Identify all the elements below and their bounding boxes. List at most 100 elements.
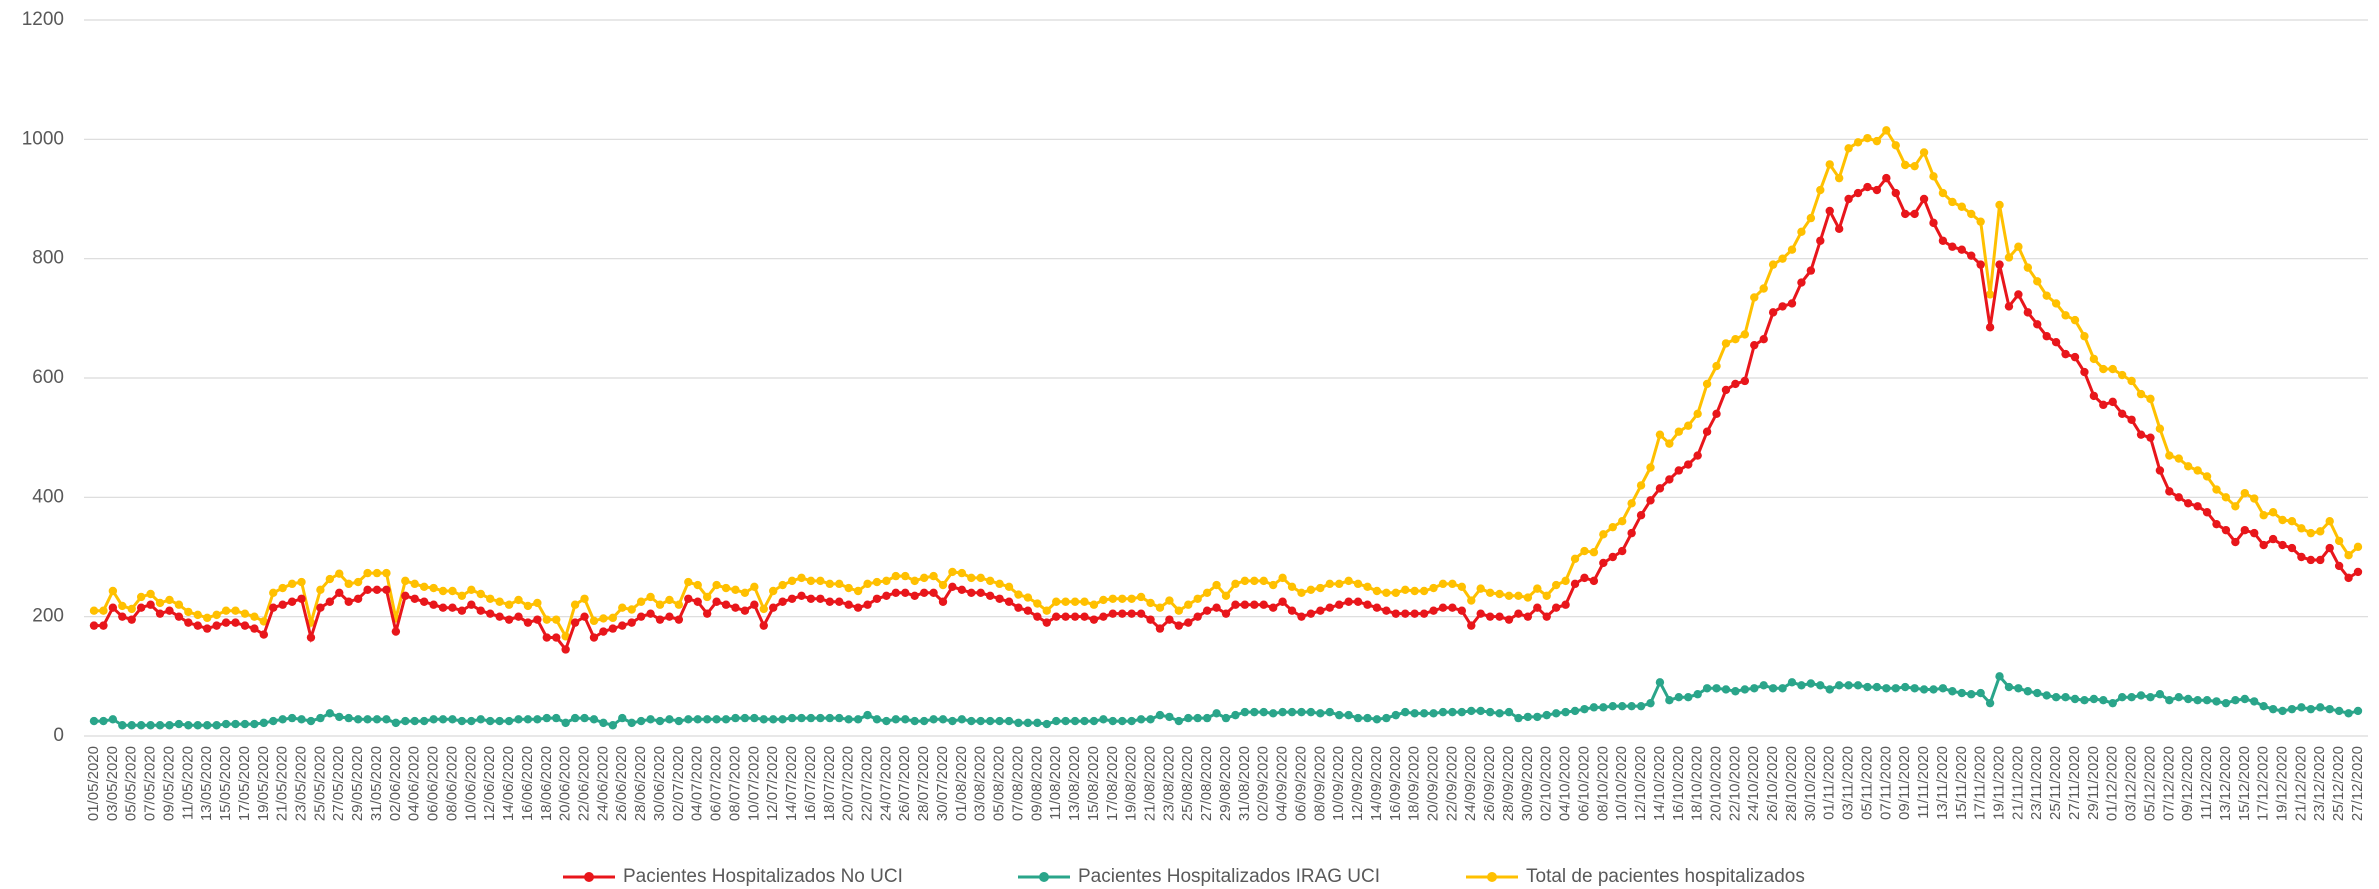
point: [628, 618, 636, 626]
point: [656, 717, 664, 725]
point: [807, 595, 815, 603]
point: [1477, 584, 1485, 592]
point: [467, 586, 475, 594]
point: [2316, 527, 2324, 535]
point: [1401, 586, 1409, 594]
point: [269, 589, 277, 597]
point: [2071, 316, 2079, 324]
point: [1590, 703, 1598, 711]
point: [1118, 595, 1126, 603]
point: [1354, 598, 1362, 606]
point: [694, 715, 702, 723]
point: [1854, 681, 1862, 689]
x-tick-label: 05/11/2020: [1858, 746, 1875, 820]
x-tick-label: 21/12/2020: [2292, 746, 2309, 821]
point: [892, 589, 900, 597]
x-tick-label: 03/12/2020: [2123, 746, 2140, 821]
point: [2080, 332, 2088, 340]
point: [2024, 308, 2032, 316]
point: [194, 611, 202, 619]
point: [1344, 577, 1352, 585]
point: [769, 715, 777, 723]
point: [1146, 599, 1154, 607]
point: [448, 604, 456, 612]
point: [1005, 598, 1013, 606]
point: [137, 593, 145, 601]
point: [411, 580, 419, 588]
y-tick-label: 1200: [22, 9, 64, 30]
point: [2250, 494, 2258, 502]
point: [1429, 709, 1437, 717]
point: [90, 717, 98, 725]
point: [448, 715, 456, 723]
point: [1863, 683, 1871, 691]
x-tick-label: 24/07/2020: [877, 746, 894, 821]
point: [2203, 472, 2211, 480]
point: [448, 587, 456, 595]
point: [911, 717, 919, 725]
point: [118, 721, 126, 729]
point: [1260, 601, 1268, 609]
point: [1552, 709, 1560, 717]
point: [1807, 266, 1815, 274]
point: [1693, 451, 1701, 459]
point: [514, 596, 522, 604]
point: [1967, 690, 1975, 698]
point: [1844, 144, 1852, 152]
x-tick-label: 02/09/2020: [1255, 746, 1272, 821]
point: [901, 715, 909, 723]
x-tick-label: 04/09/2020: [1274, 746, 1291, 821]
point: [1467, 621, 1475, 629]
point: [316, 714, 324, 722]
point: [844, 584, 852, 592]
point: [1439, 604, 1447, 612]
point: [2090, 695, 2098, 703]
point: [1024, 607, 1032, 615]
point: [977, 717, 985, 725]
point: [2052, 299, 2060, 307]
point: [637, 612, 645, 620]
point: [1561, 601, 1569, 609]
point: [543, 633, 551, 641]
point: [1354, 714, 1362, 722]
point: [1392, 609, 1400, 617]
point: [1156, 624, 1164, 632]
point: [1844, 681, 1852, 689]
point: [278, 584, 286, 592]
point: [1731, 380, 1739, 388]
point: [882, 592, 890, 600]
x-tick-label: 23/12/2020: [2311, 746, 2328, 821]
point: [1580, 574, 1588, 582]
point: [1580, 547, 1588, 555]
point: [2307, 705, 2315, 713]
y-tick-label: 600: [32, 367, 64, 388]
point: [1420, 587, 1428, 595]
point: [1599, 703, 1607, 711]
point: [816, 595, 824, 603]
point: [2335, 707, 2343, 715]
point: [1373, 604, 1381, 612]
x-tick-label: 27/08/2020: [1198, 746, 1215, 821]
point: [2175, 454, 2183, 462]
point: [760, 605, 768, 613]
x-tick-label: 21/05/2020: [274, 746, 291, 821]
point: [1882, 174, 1890, 182]
point: [1401, 609, 1409, 617]
y-tick-label: 1000: [22, 128, 64, 149]
x-tick-label: 12/10/2020: [1632, 746, 1649, 821]
point: [1099, 715, 1107, 723]
point: [1958, 689, 1966, 697]
point: [1071, 612, 1079, 620]
point: [1543, 711, 1551, 719]
point: [1778, 254, 1786, 262]
x-tick-label: 23/11/2020: [2028, 746, 2045, 820]
point: [552, 615, 560, 623]
point: [1269, 581, 1277, 589]
point: [345, 714, 353, 722]
point: [429, 715, 437, 723]
point: [1505, 708, 1513, 716]
point: [1382, 714, 1390, 722]
point: [250, 612, 258, 620]
point: [1326, 604, 1334, 612]
point: [1703, 684, 1711, 692]
